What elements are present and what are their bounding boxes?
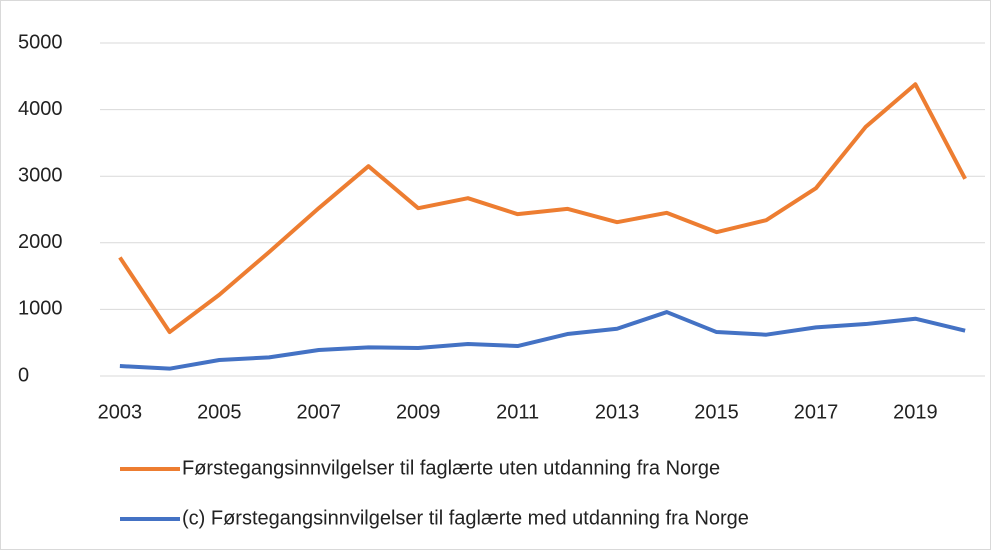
x-tick-label: 2019 [893, 401, 938, 423]
y-tick-label: 3000 [18, 164, 63, 186]
y-tick-label: 4000 [18, 98, 63, 120]
x-tick-label: 2003 [98, 401, 143, 423]
x-tick-label: 2007 [297, 401, 342, 423]
y-tick-label: 1000 [18, 298, 63, 320]
legend-label: Førstegangsinnvilgelser til faglærte ute… [182, 457, 720, 479]
x-tick-label: 2017 [794, 401, 839, 423]
series-line [119, 310, 966, 371]
y-tick-label: 2000 [18, 231, 63, 253]
series-line [118, 82, 967, 335]
x-tick-label: 2005 [197, 401, 242, 423]
x-tick-label: 2009 [396, 401, 441, 423]
x-tick-label: 2013 [595, 401, 640, 423]
legend-label: (c) Førstegangsinnvilgelser til faglærte… [182, 507, 749, 529]
x-tick-label: 2015 [694, 401, 739, 423]
y-tick-label: 5000 [18, 31, 63, 53]
x-tick-label: 2011 [496, 401, 539, 423]
y-tick-label: 0 [18, 364, 29, 386]
